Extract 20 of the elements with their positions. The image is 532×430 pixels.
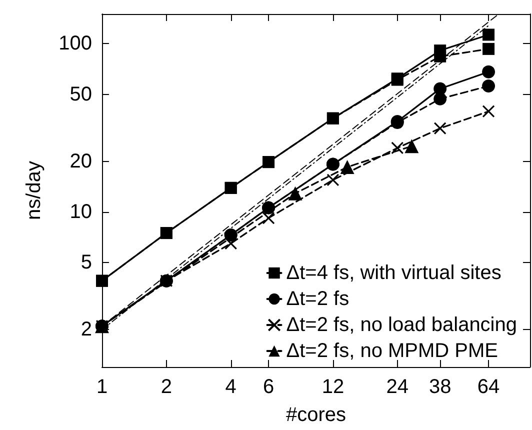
x-tick-label: 24 — [386, 376, 408, 398]
x-axis-title: #cores — [286, 404, 346, 426]
y-tick-label: 10 — [70, 200, 92, 223]
legend-label: Δt=2 fs, no load balancing — [286, 314, 518, 336]
y-tick-label: 5 — [80, 252, 92, 274]
x-tick-label: 2 — [160, 376, 172, 398]
x-tick-label: 64 — [477, 376, 500, 398]
x-tick-label: 6 — [262, 376, 274, 398]
y-tick-label: 20 — [70, 150, 92, 172]
y-tick-label: 50 — [70, 83, 92, 106]
x-tick-label: 12 — [322, 376, 344, 398]
y-axis-title: ns/day — [23, 161, 45, 220]
y-tick-label: 100 — [58, 32, 92, 55]
x-tick-label: 1 — [96, 376, 108, 398]
y-tick-label: 2 — [80, 318, 92, 341]
x-tick-label: 38 — [428, 376, 452, 398]
legend-label: Δt=4 fs, with virtual sites — [286, 262, 502, 284]
legend-label: Δt=2 fs — [286, 288, 350, 310]
legend-label: Δt=2 fs, no MPMD PME — [286, 340, 498, 362]
x-tick-label: 4 — [225, 376, 236, 398]
